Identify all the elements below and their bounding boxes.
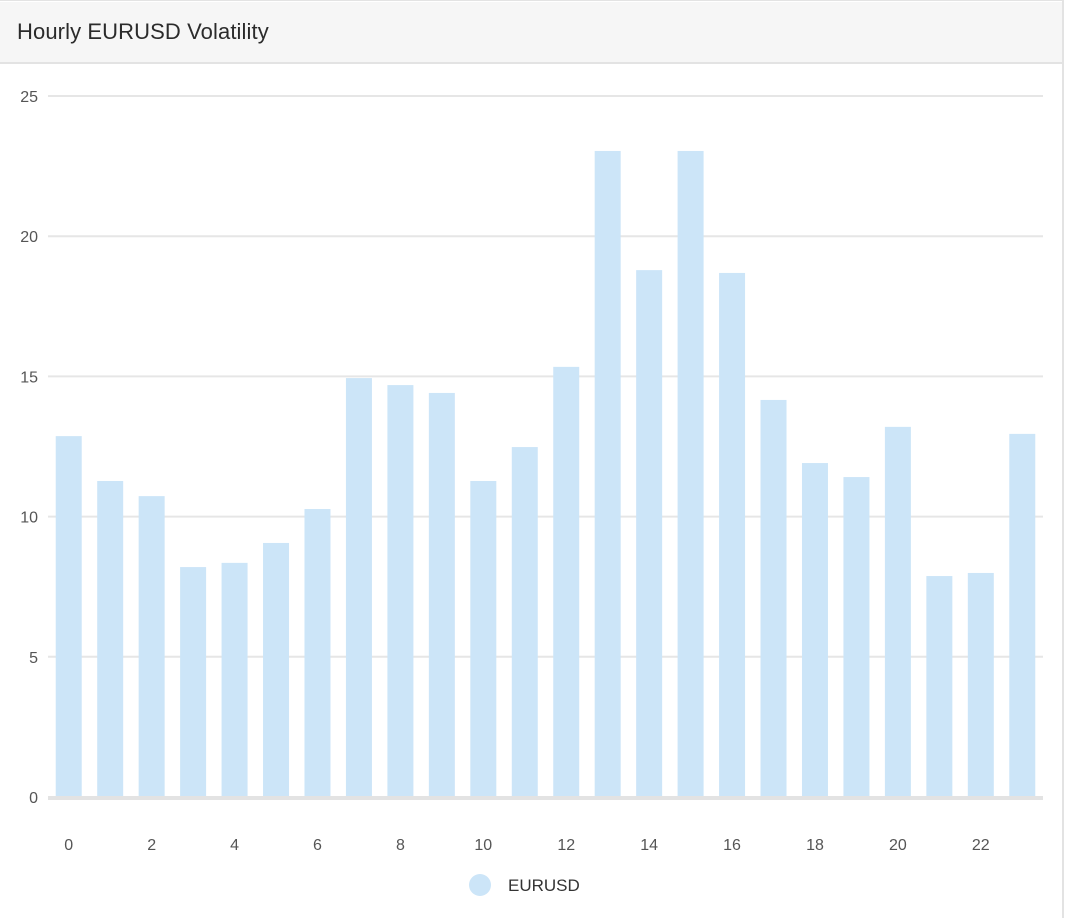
- bar-10: [470, 480, 497, 797]
- x-tick-label: 20: [889, 837, 907, 854]
- bar-16: [719, 272, 746, 798]
- y-tick-label: 5: [29, 650, 38, 667]
- x-tick-label: 2: [147, 837, 156, 854]
- bar-4: [221, 562, 248, 797]
- x-tick-label: 18: [806, 837, 824, 854]
- bar-12: [553, 366, 580, 797]
- x-tick-label: 12: [557, 837, 575, 854]
- bar-6: [304, 509, 331, 797]
- bar-9: [428, 392, 455, 797]
- x-tick-label: 4: [230, 837, 239, 854]
- bar-1: [97, 480, 124, 797]
- bar-2: [138, 496, 165, 797]
- x-tick-label: 10: [474, 837, 492, 854]
- chart-title: Hourly EURUSD Volatility: [17, 19, 269, 44]
- x-tick-label: 16: [723, 837, 741, 854]
- bar-14: [636, 270, 663, 797]
- y-tick-label: 10: [20, 510, 38, 527]
- bar-18: [801, 463, 828, 797]
- y-tick-label: 20: [20, 229, 38, 246]
- bar-23: [1009, 433, 1036, 797]
- bar-11: [511, 447, 538, 797]
- legend-marker: [469, 874, 491, 896]
- bar-21: [926, 576, 953, 797]
- bar-3: [180, 567, 207, 797]
- bar-20: [884, 426, 911, 797]
- bar-5: [263, 542, 290, 797]
- bar-22: [967, 572, 994, 797]
- x-tick-label: 22: [972, 837, 990, 854]
- x-tick-label: 14: [640, 837, 658, 854]
- panel-header: Hourly EURUSD Volatility: [0, 2, 1062, 64]
- bar-0: [55, 436, 82, 797]
- x-tick-label: 8: [396, 837, 405, 854]
- y-tick-label: 25: [20, 89, 38, 106]
- x-tick-label: 0: [64, 837, 73, 854]
- bar-15: [677, 150, 704, 798]
- bar-13: [594, 150, 621, 798]
- y-tick-label: 15: [20, 369, 38, 386]
- bar-8: [387, 385, 414, 797]
- bar-17: [760, 399, 787, 797]
- legend-label[interactable]: EURUSD: [508, 876, 580, 895]
- bar-7: [345, 378, 372, 797]
- y-tick-label: 0: [29, 790, 38, 807]
- bar-19: [843, 477, 870, 797]
- x-tick-label: 6: [313, 837, 322, 854]
